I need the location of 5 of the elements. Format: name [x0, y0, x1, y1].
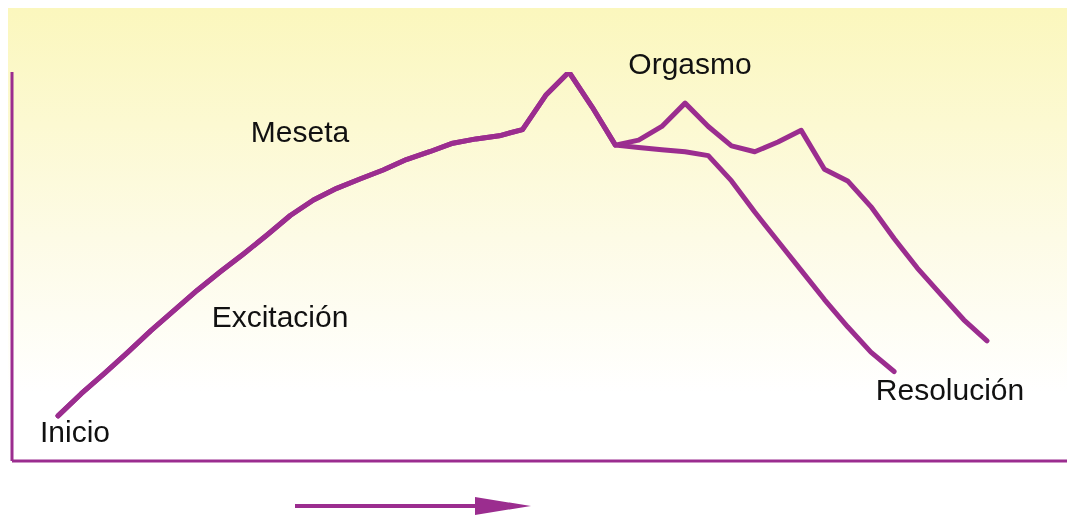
annotation: Meseta — [250, 115, 350, 149]
annotation: Inicio — [39, 415, 111, 449]
annotation: Excitación — [211, 300, 349, 334]
annotation: Resolución — [875, 373, 1025, 407]
annotation: Orgasmo — [628, 47, 752, 81]
